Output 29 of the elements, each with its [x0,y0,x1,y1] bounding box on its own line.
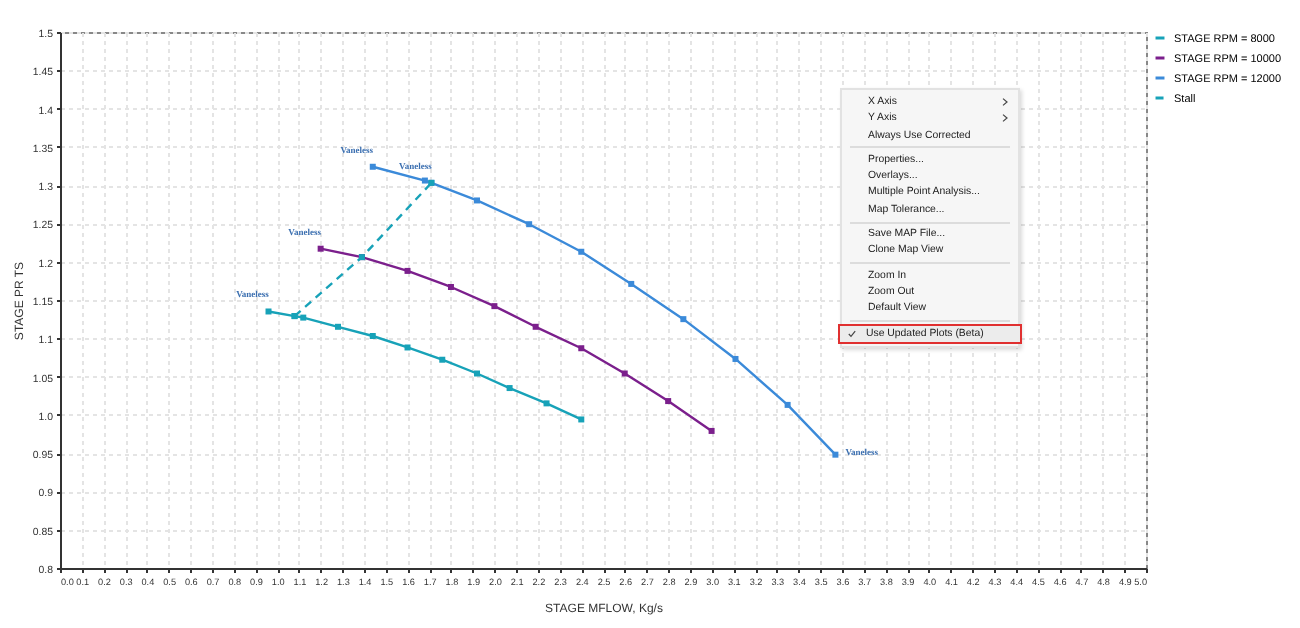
point [335,323,342,330]
point [578,416,585,423]
point [532,323,539,330]
point [369,332,376,339]
point [474,197,481,204]
point [369,163,376,170]
point [439,356,446,363]
point [578,248,585,255]
point [784,401,791,408]
point [421,177,428,184]
point [578,345,585,352]
point [300,314,307,321]
point [732,355,739,362]
point [404,344,411,351]
point [265,308,272,315]
point [680,316,687,323]
point [543,400,550,407]
point [474,370,481,377]
point [404,267,411,274]
point [628,280,635,287]
point [447,283,454,290]
point [491,303,498,310]
point [832,451,839,458]
point [621,370,628,377]
point [708,427,715,434]
point [526,221,533,228]
point [317,245,324,252]
point [665,398,672,405]
point [506,385,513,392]
